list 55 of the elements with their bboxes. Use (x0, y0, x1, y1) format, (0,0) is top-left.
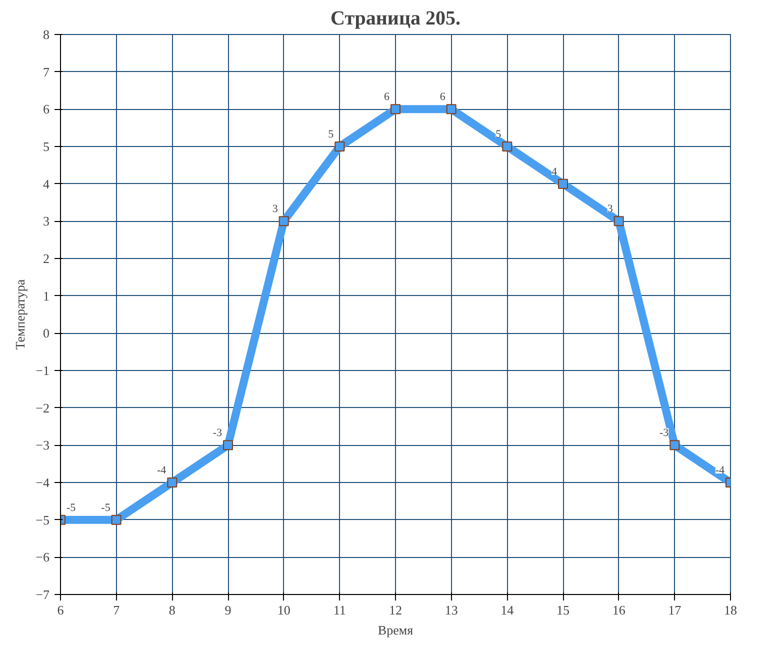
y-tick-label: 5 (43, 139, 50, 154)
y-tick-label: 0 (43, 326, 50, 341)
data-label: 5 (328, 128, 334, 140)
x-axis-title: Время (378, 622, 414, 638)
data-label: -3 (660, 427, 670, 440)
point (111, 514, 122, 525)
data-label: 6 (440, 91, 446, 104)
point (446, 104, 456, 114)
point (614, 216, 624, 226)
y-tick-label: 1 (43, 288, 50, 304)
y-tick-label: −1 (36, 363, 50, 378)
point (167, 478, 178, 488)
point (502, 142, 512, 152)
x-tick-label: 16 (612, 602, 626, 618)
data-label: -5 (101, 502, 111, 514)
data-label: -3 (212, 427, 222, 440)
data-label: -4 (157, 464, 167, 476)
point (278, 216, 289, 226)
data-label: -5 (66, 502, 76, 514)
y-tick-label: 4 (43, 176, 50, 192)
x-tick-label: 6 (57, 602, 64, 618)
y-axis-title: Температура (12, 279, 28, 350)
data-label: -4 (715, 464, 725, 476)
x-tick-label: 9 (224, 602, 232, 618)
x-tick-label: 7 (113, 602, 120, 618)
y-tick-label: −4 (36, 475, 50, 490)
y-tick-label: −3 (36, 438, 50, 453)
y-tick-label: −5 (36, 512, 50, 528)
y-tick-label: 6 (43, 102, 50, 117)
x-tick-label: 14 (500, 602, 514, 618)
point (334, 142, 345, 152)
chart-title: Страница 205. (330, 8, 460, 30)
y-tick-label: 2 (43, 251, 50, 266)
y-tick-label: 8 (43, 27, 50, 42)
x-tick-label: 10 (277, 602, 290, 618)
data-label: 5 (496, 128, 502, 140)
point (670, 440, 680, 450)
x-tick-label: 17 (668, 602, 682, 618)
x-tick-label: 12 (389, 602, 402, 618)
point (390, 104, 400, 114)
point (223, 440, 233, 450)
y-tick-label: −6 (36, 550, 50, 565)
x-tick-label: 11 (333, 602, 346, 618)
data-label: 4 (552, 166, 558, 178)
y-tick-label: 3 (43, 214, 50, 229)
x-tick-label: 8 (168, 602, 176, 618)
y-tick-label: −7 (36, 587, 50, 602)
data-label: 3 (272, 203, 278, 216)
x-tick-label: 15 (556, 602, 570, 618)
data-label: 6 (384, 91, 390, 104)
x-tick-label: 13 (444, 602, 458, 618)
point (558, 178, 568, 189)
x-tick-label: 18 (724, 602, 737, 618)
y-tick-label: 7 (43, 64, 50, 80)
y-tick-label: −2 (36, 400, 50, 416)
